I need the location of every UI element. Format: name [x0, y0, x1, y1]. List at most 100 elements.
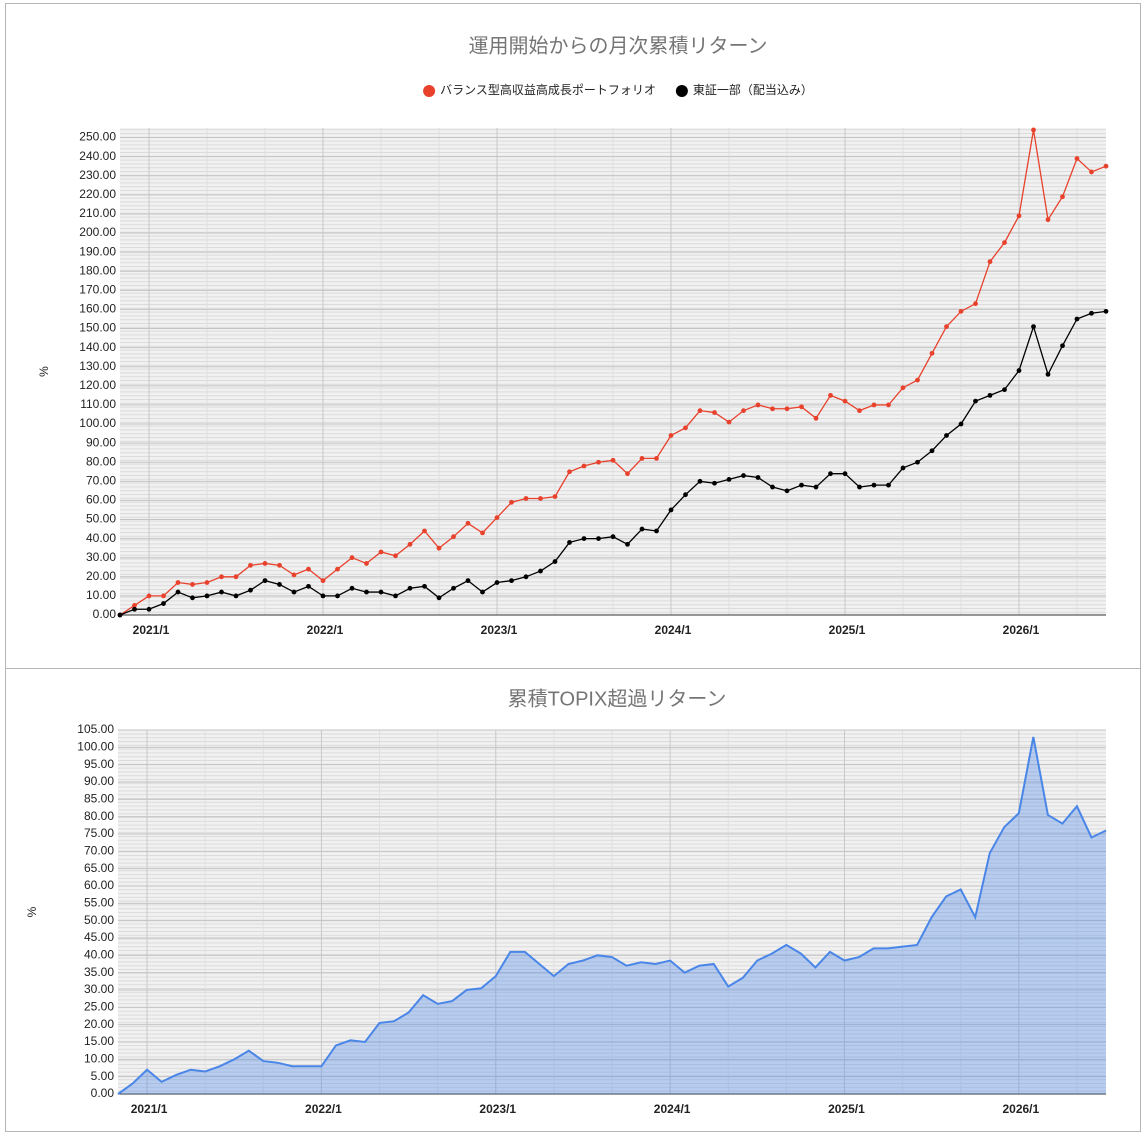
- point: [567, 469, 572, 475]
- point: [625, 541, 630, 547]
- x-tick-label: 2026/1: [1002, 1102, 1039, 1116]
- point: [668, 507, 674, 513]
- point: [335, 593, 340, 599]
- x-tick-label: 2021/1: [133, 623, 170, 637]
- point: [364, 589, 369, 595]
- point: [915, 459, 920, 465]
- y-tick-label: 220.00: [79, 187, 116, 201]
- legend-label: バランス型高収益高成長ポートフォリオ: [440, 82, 656, 97]
- y-tick-label: 75.00: [84, 826, 114, 840]
- point: [784, 488, 790, 494]
- x-tick-label: 2025/1: [828, 1102, 865, 1116]
- point: [683, 492, 688, 498]
- point: [958, 308, 964, 314]
- point: [509, 499, 514, 505]
- point: [146, 606, 152, 612]
- point: [146, 593, 152, 599]
- x-tick-label: 2024/1: [655, 623, 692, 637]
- point: [639, 455, 645, 461]
- point: [1016, 213, 1022, 219]
- y-tick-label: 130.00: [79, 359, 116, 373]
- point: [451, 585, 456, 591]
- y-tick-label: 50.00: [84, 913, 114, 927]
- y-tick-label: 140.00: [79, 340, 116, 354]
- y-tick-label: 100.00: [77, 740, 114, 754]
- y-tick-label: 80.00: [84, 809, 114, 823]
- point: [857, 408, 862, 414]
- point: [1060, 343, 1065, 349]
- legend-marker: [423, 85, 436, 97]
- area-line: [117, 736, 1107, 1095]
- point: [422, 583, 427, 589]
- point: [451, 534, 456, 540]
- point: [683, 425, 688, 431]
- point: [828, 392, 833, 398]
- point: [610, 534, 616, 540]
- x-tick-label: 2023/1: [481, 623, 518, 637]
- point: [494, 580, 500, 585]
- point: [349, 555, 355, 561]
- point: [1045, 217, 1051, 223]
- y-tick-label: 85.00: [84, 792, 114, 806]
- y-tick-label: 160.00: [79, 302, 116, 316]
- point: [480, 589, 485, 595]
- y-tick-label: 250.00: [79, 130, 116, 144]
- y-tick-label: 0.00: [91, 1086, 115, 1100]
- point: [697, 478, 703, 484]
- point: [697, 408, 703, 414]
- y-tick-label: 15.00: [84, 1034, 114, 1048]
- point: [291, 572, 297, 578]
- y-tick-label: 80.00: [86, 454, 116, 468]
- point: [625, 471, 630, 477]
- y-tick-label: 90.00: [86, 435, 116, 449]
- x-tick-label: 2025/1: [829, 623, 866, 637]
- point: [190, 582, 195, 587]
- point: [741, 473, 746, 478]
- point: [262, 578, 268, 584]
- point: [248, 587, 253, 593]
- point: [1002, 240, 1007, 245]
- point: [1031, 127, 1036, 133]
- y-tick-label: 5.00: [91, 1069, 115, 1083]
- point: [987, 259, 993, 265]
- legend-marker: [675, 85, 688, 97]
- point: [1074, 156, 1080, 161]
- point: [886, 482, 891, 488]
- point: [538, 496, 543, 501]
- point: [393, 553, 398, 559]
- y-tick-label: 240.00: [79, 149, 116, 163]
- point: [799, 404, 804, 410]
- y-tick-label: 170.00: [79, 283, 116, 297]
- point: [900, 385, 906, 391]
- point: [842, 471, 848, 477]
- point: [1031, 324, 1036, 330]
- y-tick-label: 30.00: [84, 982, 114, 996]
- point: [755, 402, 761, 408]
- point: [364, 561, 369, 566]
- point: [987, 392, 993, 398]
- point: [973, 301, 978, 307]
- y-tick-label: 50.00: [86, 512, 116, 526]
- y-tick-label: 60.00: [84, 878, 114, 892]
- point: [422, 528, 427, 534]
- point: [436, 545, 442, 551]
- chart-title: 累積TOPIX超過リターン: [508, 687, 727, 710]
- point: [770, 406, 775, 412]
- legend-label: 東証一部（配当込み）: [693, 82, 813, 97]
- y-tick-label: 65.00: [84, 861, 114, 875]
- x-tick-label: 2022/1: [307, 623, 344, 637]
- y-tick-label: 150.00: [79, 321, 116, 335]
- point: [929, 448, 935, 454]
- point: [436, 595, 442, 601]
- point: [610, 457, 616, 463]
- point: [654, 455, 659, 461]
- y-tick-label: 210.00: [79, 206, 116, 220]
- point: [219, 574, 224, 580]
- y-tick-label: 40.00: [86, 531, 116, 545]
- point: [349, 585, 355, 591]
- point: [335, 566, 340, 572]
- point: [320, 578, 326, 584]
- point: [161, 601, 166, 606]
- y-tick-label: 55.00: [84, 896, 114, 910]
- x-tick-label: 2024/1: [654, 1102, 691, 1116]
